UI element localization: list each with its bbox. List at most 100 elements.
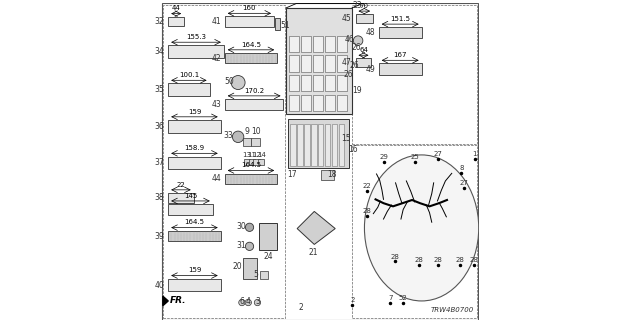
Polygon shape [163, 296, 168, 306]
Bar [314, 36, 323, 52]
Bar [258, 159, 264, 165]
Text: 16: 16 [348, 145, 358, 154]
Text: 22: 22 [177, 182, 186, 188]
Bar [168, 279, 221, 292]
Bar [356, 14, 373, 23]
Bar [318, 124, 323, 166]
Bar [301, 36, 311, 52]
Bar [243, 258, 257, 279]
Bar [248, 159, 255, 165]
Bar [168, 193, 194, 203]
Bar [325, 36, 335, 52]
Bar [297, 124, 303, 166]
Bar [304, 124, 310, 166]
Text: 24: 24 [264, 252, 273, 261]
Text: 6: 6 [239, 297, 244, 306]
Text: 31: 31 [237, 241, 246, 250]
Text: 100.1: 100.1 [179, 72, 199, 78]
Text: 27: 27 [460, 180, 469, 186]
Bar [379, 27, 422, 38]
Circle shape [254, 300, 260, 306]
Text: 2: 2 [350, 297, 355, 303]
Text: 164.5: 164.5 [184, 220, 204, 225]
Text: 28: 28 [362, 208, 371, 214]
Text: 30: 30 [237, 222, 246, 231]
Text: 13: 13 [243, 152, 252, 158]
Text: 159: 159 [188, 108, 201, 115]
Text: 164.5: 164.5 [241, 162, 261, 168]
Text: 170.2: 170.2 [244, 88, 264, 94]
Circle shape [353, 36, 363, 45]
Text: 52: 52 [399, 295, 408, 301]
Text: 7: 7 [388, 295, 393, 301]
Text: 26: 26 [349, 61, 359, 70]
Bar [163, 5, 285, 318]
Bar [325, 95, 335, 111]
Text: 44: 44 [211, 174, 221, 183]
Text: 43: 43 [211, 100, 221, 109]
Bar [289, 36, 299, 52]
Text: 26: 26 [343, 70, 353, 79]
Text: 9: 9 [244, 127, 250, 136]
Text: 167: 167 [394, 52, 407, 58]
Text: 2: 2 [298, 303, 303, 312]
Text: 37: 37 [155, 158, 164, 167]
Text: 14: 14 [257, 152, 266, 158]
Circle shape [239, 300, 245, 306]
Text: 35: 35 [155, 85, 164, 94]
Text: 34: 34 [155, 47, 164, 56]
Bar [311, 124, 317, 166]
Bar [289, 95, 299, 111]
Bar [325, 55, 335, 72]
Text: 3: 3 [255, 297, 260, 306]
Circle shape [231, 76, 245, 90]
Text: 44: 44 [172, 5, 180, 12]
Bar [325, 124, 330, 166]
Text: 12: 12 [252, 152, 261, 158]
Text: 41: 41 [211, 17, 221, 26]
Bar [301, 55, 311, 72]
Bar [325, 75, 335, 92]
Text: 28: 28 [390, 253, 399, 260]
Text: 4: 4 [246, 297, 251, 306]
Bar [243, 138, 251, 146]
Text: 160: 160 [243, 5, 256, 11]
Text: 40: 40 [155, 281, 164, 290]
Bar [225, 174, 277, 184]
Bar [289, 55, 299, 72]
Text: 26: 26 [352, 43, 362, 52]
Bar [168, 45, 224, 58]
Text: 28: 28 [470, 257, 479, 263]
Bar [168, 17, 184, 26]
Bar [252, 138, 260, 146]
Bar [253, 159, 260, 165]
Text: 164.5: 164.5 [241, 42, 261, 48]
Bar [168, 84, 209, 96]
Text: 23: 23 [353, 1, 362, 10]
Text: 27: 27 [434, 151, 442, 157]
Text: TRW4B0700: TRW4B0700 [431, 307, 474, 313]
Bar [314, 75, 323, 92]
Text: 32: 32 [155, 17, 164, 26]
Text: 49: 49 [365, 65, 375, 74]
Text: 29: 29 [380, 155, 388, 160]
Text: 48: 48 [365, 28, 375, 37]
Bar [332, 124, 337, 166]
Text: 5: 5 [254, 270, 259, 279]
Bar [301, 75, 311, 92]
Bar [287, 119, 349, 168]
Bar [290, 124, 296, 166]
Bar [337, 55, 348, 72]
Bar [244, 159, 250, 165]
Text: 36: 36 [155, 122, 164, 131]
Bar [225, 53, 277, 63]
Text: 22: 22 [363, 183, 371, 189]
Bar [168, 156, 221, 169]
Bar [168, 231, 221, 241]
Bar [286, 8, 352, 114]
Text: 8: 8 [459, 165, 463, 171]
Bar [275, 18, 280, 30]
Circle shape [245, 223, 253, 231]
Text: 15: 15 [342, 133, 351, 143]
Text: 47: 47 [342, 58, 352, 67]
